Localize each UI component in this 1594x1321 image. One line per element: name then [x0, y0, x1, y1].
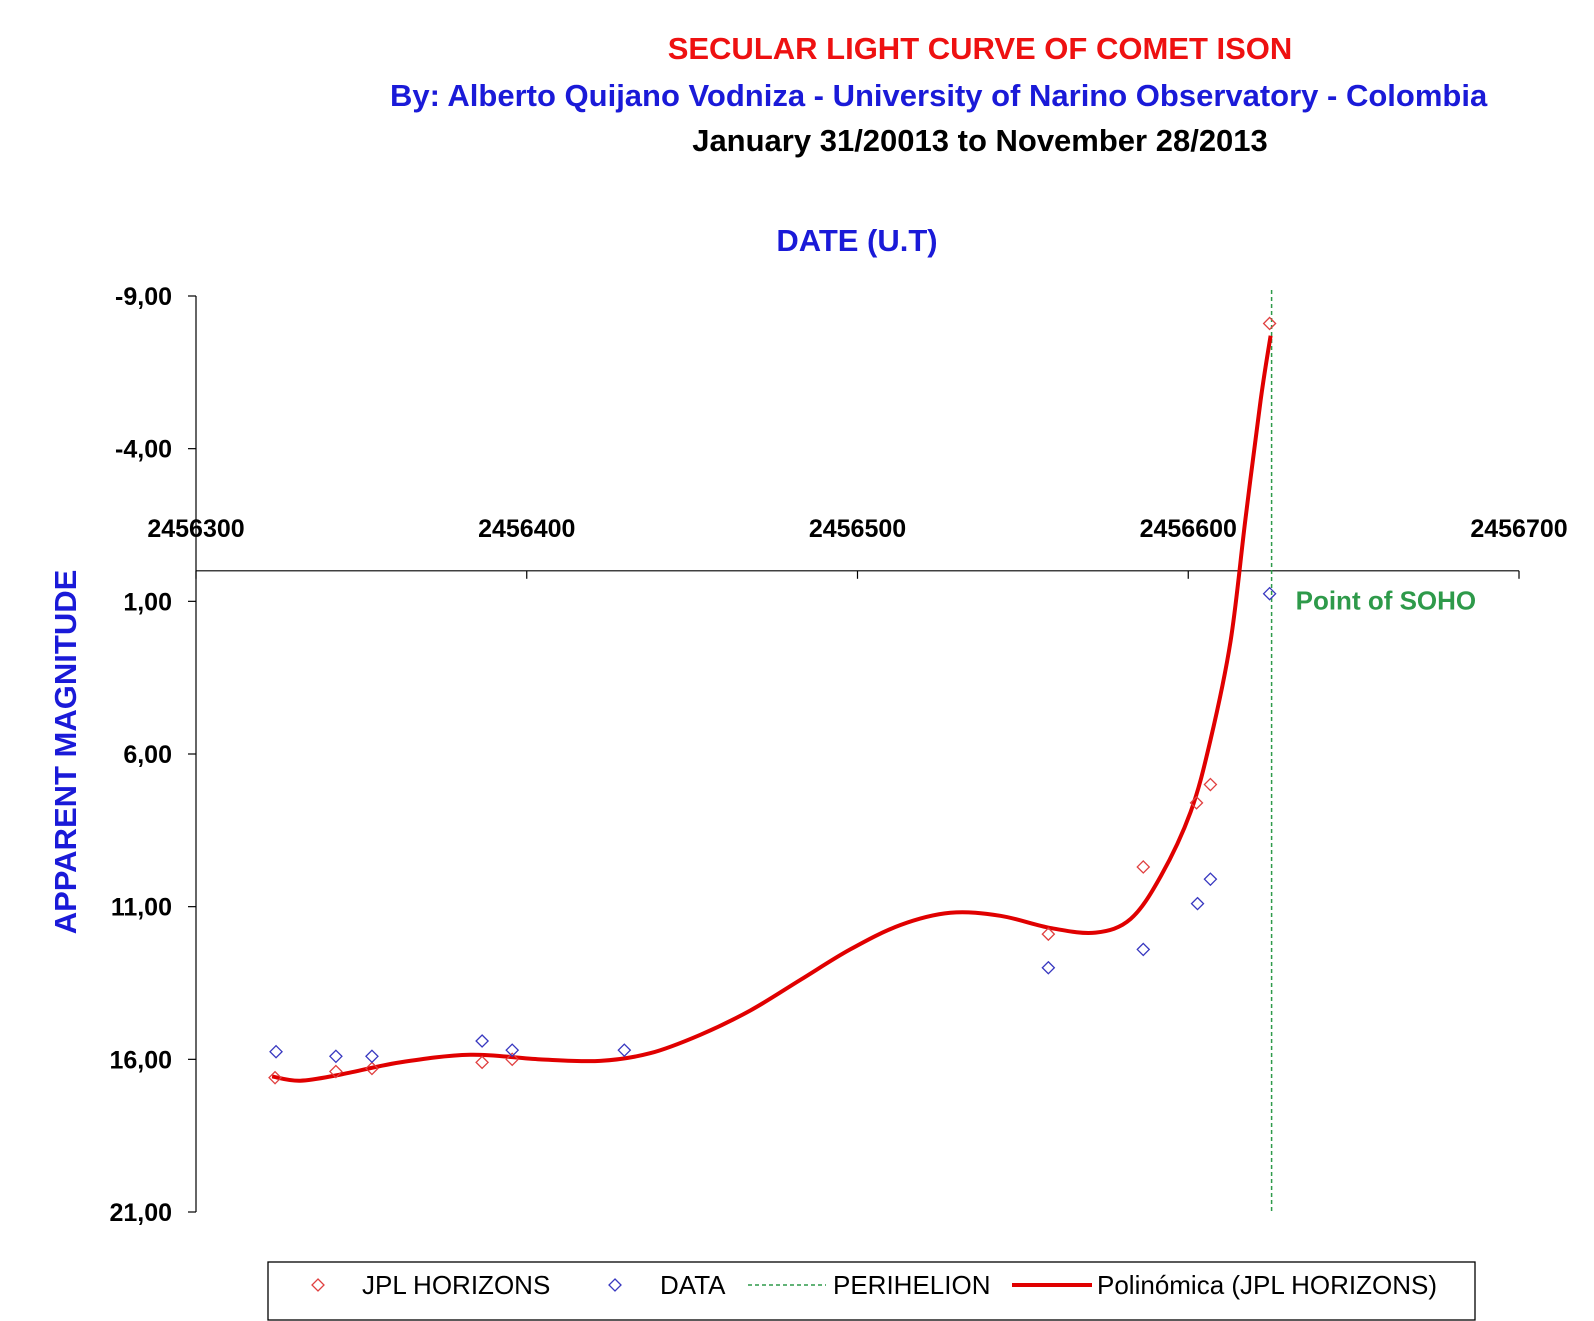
data-point — [1203, 777, 1218, 792]
x-tick-label: 2456400 — [478, 515, 575, 543]
chart-subtitle: By: Alberto Quijano Vodniza - University… — [390, 78, 1488, 113]
date-range: January 31/20013 to November 28/2013 — [692, 123, 1268, 158]
legend-box — [267, 1261, 1476, 1321]
y-tick-label: 1,00 — [123, 588, 172, 616]
y-tick-label: 21,00 — [109, 1199, 172, 1227]
data-point — [1203, 872, 1218, 887]
data-point — [617, 1043, 632, 1058]
data-point — [1041, 927, 1056, 942]
data-point — [1189, 795, 1204, 810]
x-tick-label: 2456700 — [1470, 515, 1567, 543]
data-point — [328, 1049, 343, 1064]
y-tick-label: -9,00 — [115, 283, 172, 311]
x-tick-label: 2456500 — [809, 515, 906, 543]
y-tick-label: 6,00 — [123, 741, 172, 769]
y-tick-label: 16,00 — [109, 1046, 172, 1074]
data-point — [268, 1070, 282, 1085]
data-point — [475, 1034, 490, 1048]
data-point — [1190, 896, 1205, 911]
x-axis-label: DATE (U.T) — [776, 223, 937, 258]
data-point — [1136, 860, 1151, 874]
y-tick-label: 11,00 — [111, 894, 172, 922]
data-point — [365, 1049, 379, 1064]
legend-label: PERIHELION — [833, 1270, 991, 1300]
data-point — [505, 1052, 520, 1067]
data-point — [505, 1043, 520, 1058]
data-point — [1262, 316, 1277, 331]
x-tick-label: 2456300 — [147, 515, 244, 543]
data-point — [1136, 942, 1151, 957]
legend-label: DATA — [660, 1270, 726, 1300]
y-tick-label: -4,00 — [115, 436, 172, 464]
legend-marker — [311, 1278, 325, 1292]
legend-marker — [608, 1278, 622, 1292]
data-point — [328, 1064, 343, 1079]
legend-label: JPL HORIZONS — [362, 1270, 550, 1300]
y-axis-label: APPARENT MAGNITUDE — [48, 570, 83, 935]
trend-line — [271, 335, 1273, 1083]
data-point — [365, 1061, 379, 1076]
data-point — [269, 1044, 283, 1059]
chart-title: SECULAR LIGHT CURVE OF COMET ISON — [668, 31, 1293, 66]
annotation: Point of SOHO — [1296, 586, 1477, 616]
data-point — [475, 1055, 490, 1070]
data-point — [1262, 586, 1277, 601]
data-point — [1041, 960, 1056, 975]
x-tick-label: 2456600 — [1140, 515, 1237, 543]
legend-label: Polinómica (JPL HORIZONS) — [1097, 1270, 1437, 1300]
